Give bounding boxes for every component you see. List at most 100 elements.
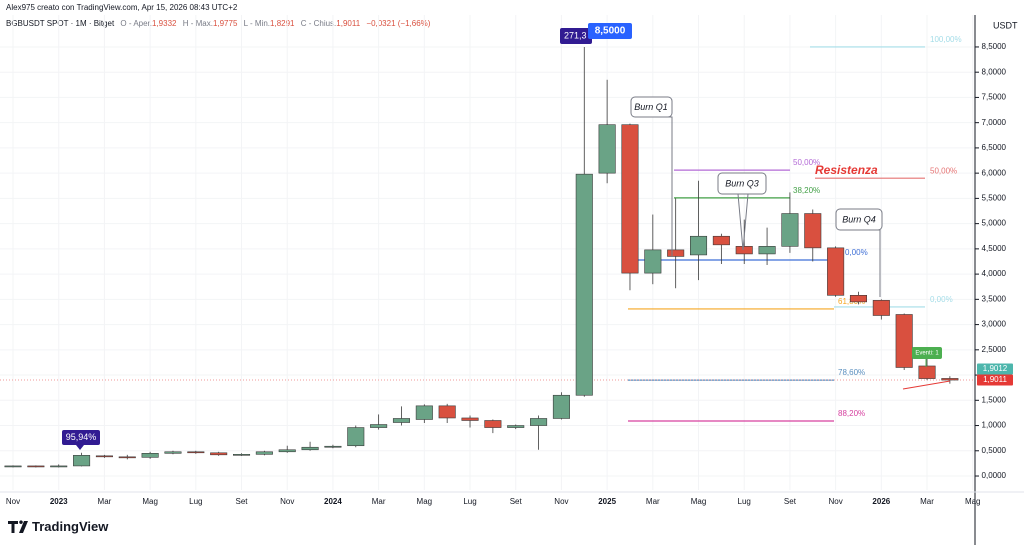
x-tick-label: Set [784,497,797,506]
price-tag [977,374,1013,386]
callout: Burn Q3 [717,172,767,251]
event-text: Eventi: 1 [915,351,939,357]
x-tick-label: 2025 [598,497,616,506]
candle-body [689,235,708,256]
y-tick-label: 3,5000 [982,294,1007,303]
x-tick-label: 2023 [50,497,68,506]
price-tag [977,363,1013,375]
candle-body [507,425,525,428]
candle-body [347,427,365,447]
ohlc-label: O - Aper. [120,19,152,28]
x-tick-label: Nov [280,497,294,506]
candle-body [941,378,959,381]
x-tick-label: 2024 [324,497,342,506]
candle-body [644,249,662,274]
candle-body [95,455,113,458]
ohlc-value: 1,9775 [213,19,238,28]
candle-body [804,213,822,249]
candle-body [392,418,411,423]
candle-body [827,247,845,296]
candle-body [575,173,593,396]
candle-body [4,465,22,468]
x-tick-label: Set [236,497,249,506]
candle-body [461,417,479,421]
candle-body [895,314,913,368]
level-label: 50,00% [930,166,957,175]
candle-body [301,446,319,451]
candle-body [73,455,91,467]
level-label: 0,00% [845,248,868,257]
candle-body [530,418,548,426]
candle-body [438,405,456,419]
candle-body [50,465,68,468]
x-tick-label: Nov [554,497,568,506]
candle-body [255,451,273,455]
resistance-text: Resistenza [815,163,878,177]
ohlc-value: 1,9332 [152,19,177,28]
y-tick-label: 2,5000 [982,345,1007,354]
y-tick-label: 6,5000 [982,143,1007,152]
x-tick-label: Set [510,497,523,506]
x-tick-label: Lug [463,497,476,506]
candle-body [667,249,685,257]
level-label: 100,00% [930,35,962,44]
callout: Burn Q4 [835,208,883,297]
y-tick-label: 7,0000 [982,118,1007,127]
y-axis-title: USDT [993,20,1018,30]
y-tick-label: 3,0000 [982,320,1007,329]
x-tick-label: Nov [6,497,20,506]
candle-body [758,246,776,255]
x-tick-label: 2026 [872,497,890,506]
candle-body [552,394,570,419]
candle-body [278,449,296,453]
measure-text: 95,94% [66,432,97,442]
candle-body [598,124,616,174]
candle-body [781,213,799,247]
candle-body [164,451,182,454]
candle-body [484,420,502,428]
ohlc-label: L - Min. [244,19,270,28]
level-label: 88,20% [838,409,865,418]
candle-body [849,295,868,303]
x-tick-label: Mag [417,497,433,506]
measure-text: 271,3 [564,30,587,40]
ohlc-label: H - Max. [183,19,213,28]
level-label: 50,00% [793,158,820,167]
author-line: Alex975 creato con TradingView.com, Apr … [6,3,238,12]
ohlc-value: 1,9011 [336,19,360,28]
event-marker[interactable]: Eventi: 1 [912,347,942,367]
brand-text: TradingView [32,519,109,534]
candle-body [735,246,753,255]
candle-body [415,405,433,420]
x-tick-label: Nov [829,497,843,506]
change: −0,0321 (−1,66%) [366,19,430,28]
measure-label: 95,94% [62,430,100,450]
trend-line [902,380,951,390]
callout: Burn Q1 [630,96,673,256]
symbol: BGBUSDT SPOT · 1M · Bitget [6,19,115,28]
candle-body [187,451,205,454]
y-tick-label: 0,5000 [982,446,1007,455]
measure-label: 271,3 [560,28,592,44]
candle-body [232,454,251,456]
y-tick-label: 8,0000 [982,67,1007,76]
callout-text: Burn Q1 [634,102,668,112]
ohlc-value: 1,8291 [270,19,295,28]
candle-body [712,235,730,246]
price-tag-label: 1,9011 [983,375,1007,384]
brand-logo: TradingView [8,519,109,534]
y-tick-label: 5,0000 [982,219,1007,228]
x-tick-label: Lug [738,497,751,506]
y-tick-label: 4,0000 [982,269,1007,278]
price-tag-label: 1,9012 [983,364,1008,373]
x-tick-label: Mar [646,497,660,506]
candle-body [324,445,342,448]
x-tick-label: Mar [372,497,386,506]
plot-area: 100,00%50,00%50,00%38,20%0,00%61,80%0,00… [0,15,975,490]
ohlc-label: C - Chius. [301,19,337,28]
y-tick-label: 1,5000 [982,395,1007,404]
candle-body [621,124,639,274]
x-tick-label: Mag [965,497,981,506]
level-label: 38,20% [793,186,820,195]
